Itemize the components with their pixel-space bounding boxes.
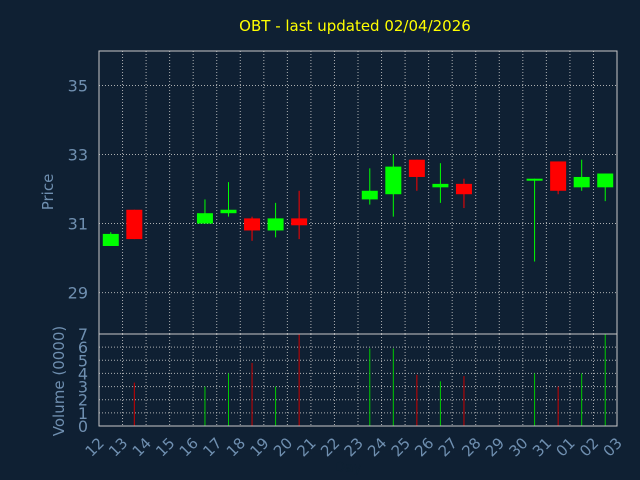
candle-body (126, 209, 143, 240)
candle-body (550, 161, 567, 191)
candle-body (597, 173, 614, 188)
candle-body (455, 183, 472, 195)
volume-tick-label: 5 (78, 351, 88, 370)
price-tick-label: 29 (68, 284, 88, 303)
candle-body (385, 166, 402, 195)
candle-body (432, 183, 449, 188)
x-axis-label: Day (334, 460, 362, 476)
volume-axis-label: Volume (0000) (50, 326, 68, 436)
volume-tick-label: 4 (78, 364, 88, 383)
volume-tick-label: 7 (78, 325, 88, 344)
price-tick-label: 33 (68, 146, 88, 165)
volume-tick-label: 6 (78, 338, 88, 357)
candle-body (196, 213, 213, 224)
volume-tick-label: 2 (78, 391, 88, 410)
price-gridlines (98, 51, 618, 334)
candle-body (361, 190, 378, 200)
chart-title: OBT - last updated 02/04/2026 (239, 17, 471, 35)
candle-body (291, 218, 308, 226)
price-tick-label: 35 (68, 77, 88, 96)
price-axis-label: Price (39, 174, 57, 211)
price-tick-label: 31 (68, 215, 88, 234)
candles (102, 154, 614, 262)
volume-panel-frame (98, 333, 618, 427)
volume-tick-label: 3 (78, 378, 88, 397)
volume-tick-label: 0 (78, 417, 88, 436)
candle-body (102, 233, 119, 246)
candle-body (408, 159, 425, 177)
volume-tick-label: 1 (78, 404, 88, 423)
x-tick-labels: 1213141516171819202122232425262728293031… (82, 434, 626, 460)
volume-bars (133, 334, 606, 426)
price-tick-labels: 29 31 33 35 (68, 77, 88, 303)
candle-body (220, 209, 237, 214)
candle-body (244, 218, 261, 231)
candle-body (526, 178, 543, 181)
candle-body (573, 176, 590, 188)
candle-body (267, 218, 284, 231)
